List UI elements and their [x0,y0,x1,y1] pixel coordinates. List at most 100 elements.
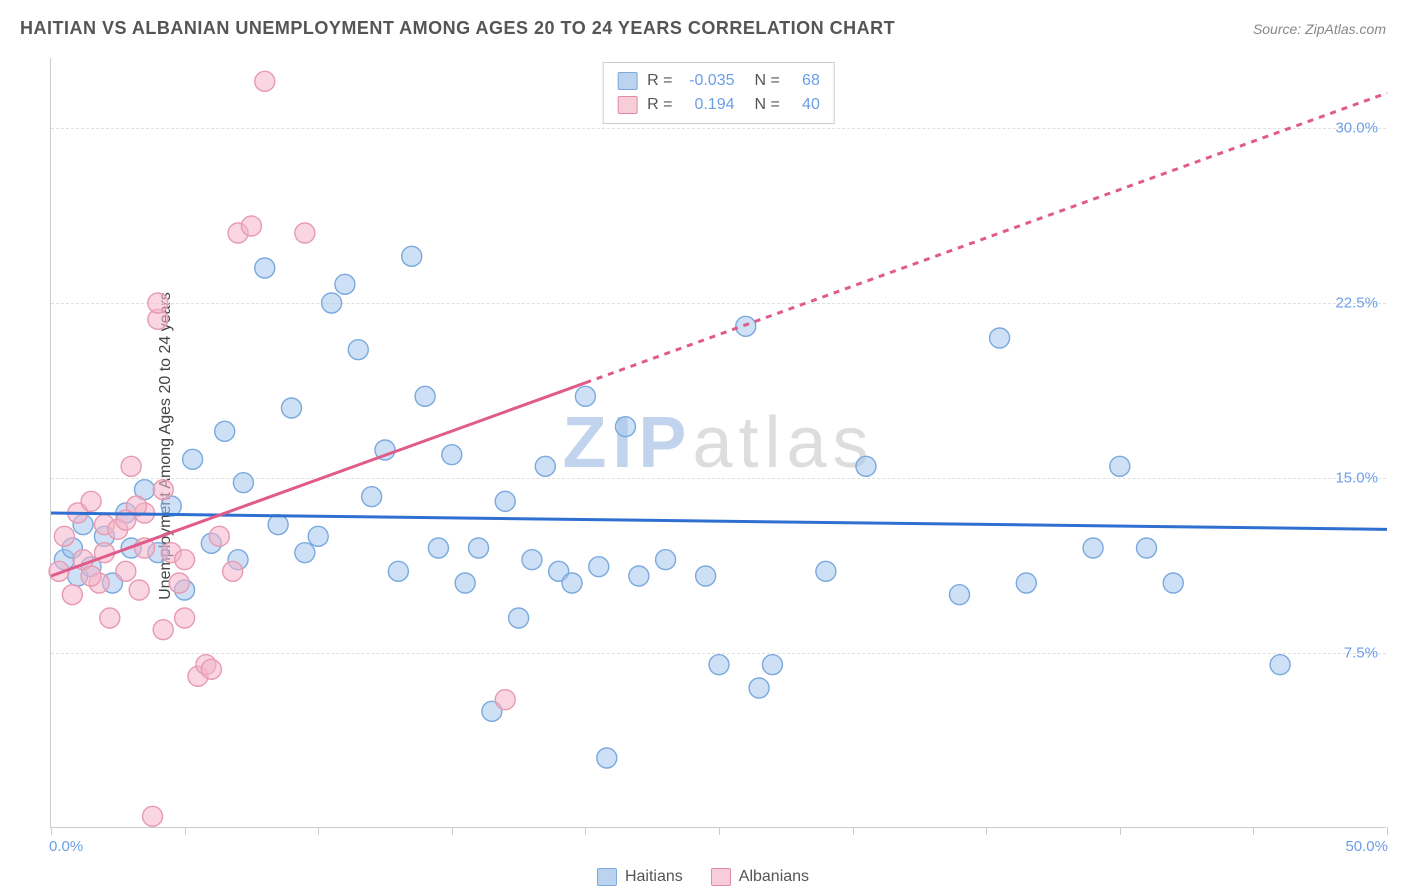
data-point [415,386,435,406]
x-tick [585,827,586,835]
data-point [709,655,729,675]
data-point [153,480,173,500]
data-point [469,538,489,558]
data-point [215,421,235,441]
data-point [62,585,82,605]
data-point [816,561,836,581]
x-axis-max-label: 50.0% [1345,838,1388,855]
data-point [255,71,275,91]
data-point [1270,655,1290,675]
series-swatch [617,72,637,90]
stats-legend-box: R = -0.035 N = 68 R = 0.194 N = 40 [602,62,835,124]
source-label: Source: ZipAtlas.com [1253,21,1386,37]
data-point [295,543,315,563]
x-tick [452,827,453,835]
data-point [402,246,422,266]
data-point [348,340,368,360]
x-tick [853,827,854,835]
data-point [255,258,275,278]
data-point [1083,538,1103,558]
data-point [143,806,163,826]
data-point [183,449,203,469]
data-point [696,566,716,586]
x-tick [1253,827,1254,835]
r-label: R = [647,69,672,93]
data-point [100,608,120,628]
data-point [455,573,475,593]
data-point [308,526,328,546]
r-value: -0.035 [683,69,735,93]
legend-label: Albanians [739,868,809,886]
x-tick [1120,827,1121,835]
data-point [749,678,769,698]
bottom-legend: Haitians Albanians [597,868,809,886]
data-point [201,659,221,679]
data-point [856,456,876,476]
data-point [388,561,408,581]
n-value: 40 [790,93,820,117]
data-point [148,293,168,313]
data-point [233,473,253,493]
data-point [562,573,582,593]
r-label: R = [647,93,672,117]
data-point [949,585,969,605]
data-point [209,526,229,546]
data-point [175,608,195,628]
data-point [575,386,595,406]
data-point [1016,573,1036,593]
plot-area: ZIPatlas 7.5%15.0%22.5%30.0% R =-0.035N … [50,58,1386,828]
data-point [442,445,462,465]
data-point [990,328,1010,348]
data-point [597,748,617,768]
x-tick [185,827,186,835]
x-axis-min-label: 0.0% [49,838,83,855]
data-point [495,491,515,511]
data-point [509,608,529,628]
data-point [116,561,136,581]
x-tick [318,827,319,835]
data-point [656,550,676,570]
n-label: N = [755,93,780,117]
data-point [295,223,315,243]
data-point [428,538,448,558]
data-point [589,557,609,577]
r-value: 0.194 [683,93,735,117]
data-point [762,655,782,675]
data-point [268,515,288,535]
data-point [223,561,243,581]
trend-line-extrapolated [585,93,1387,383]
data-point [1110,456,1130,476]
data-point [121,456,141,476]
n-value: 68 [790,69,820,93]
data-point [241,216,261,236]
legend-label: Haitians [625,868,683,886]
data-point [1137,538,1157,558]
data-point [1163,573,1183,593]
n-label: N = [755,69,780,93]
x-tick [986,827,987,835]
data-point [281,398,301,418]
data-point [535,456,555,476]
legend-swatch [597,868,617,886]
data-point [322,293,342,313]
data-point [153,620,173,640]
data-point [169,573,189,593]
x-tick [51,827,52,835]
data-point [615,417,635,437]
data-point [129,580,149,600]
data-point [522,550,542,570]
legend-item: Haitians [597,868,683,886]
trend-line [51,513,1387,529]
x-tick [1387,827,1388,835]
x-tick [719,827,720,835]
data-point [629,566,649,586]
data-point [175,550,195,570]
stats-row: R = 0.194 N = 40 [617,93,820,117]
data-point [335,274,355,294]
stats-row: R = -0.035 N = 68 [617,69,820,93]
data-point [81,491,101,511]
legend-swatch [711,868,731,886]
series-swatch [617,96,637,114]
data-point [495,690,515,710]
data-point [54,526,74,546]
